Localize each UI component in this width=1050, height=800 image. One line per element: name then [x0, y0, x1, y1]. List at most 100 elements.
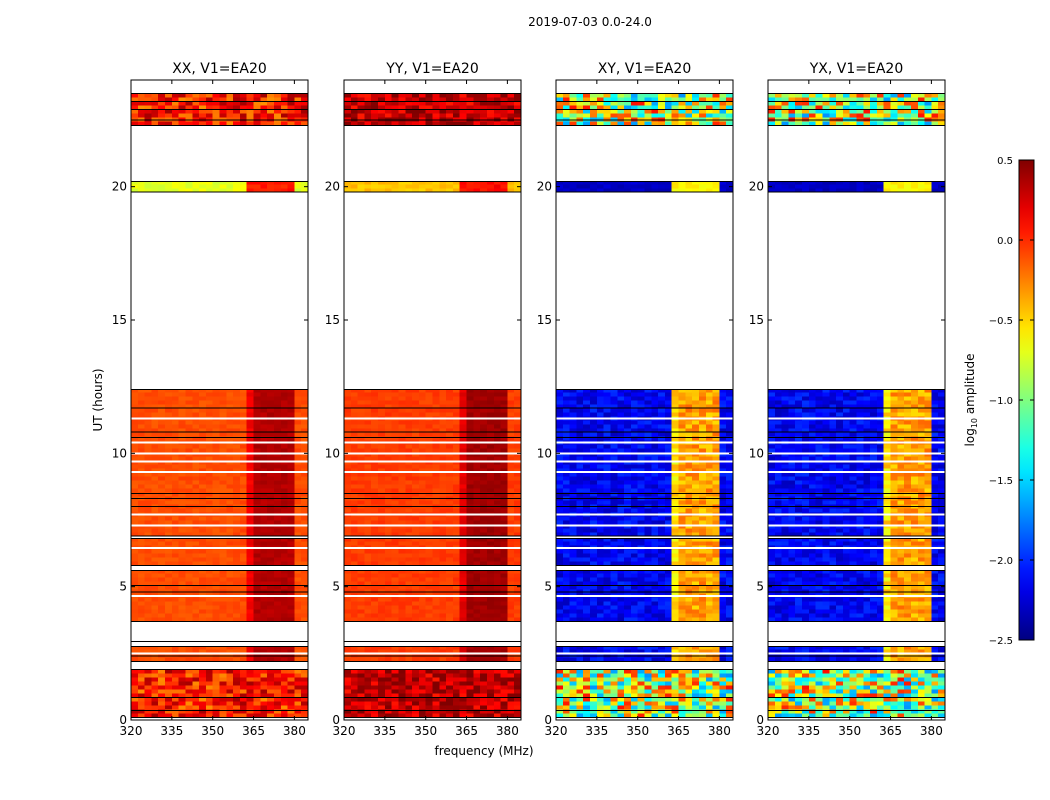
heatmap-cell — [391, 93, 399, 98]
heatmap-cell — [378, 424, 386, 429]
heatmap-cell — [466, 705, 474, 710]
heatmap-cell — [583, 701, 591, 706]
heatmap-cell — [562, 713, 571, 718]
heatmap-cell — [507, 617, 515, 622]
heatmap-cell — [185, 520, 193, 525]
heatmap-cell — [439, 392, 447, 397]
heatmap-cell — [500, 705, 508, 710]
heatmap-cell — [165, 432, 173, 437]
heatmap-cell — [137, 400, 146, 405]
heatmap-cell — [610, 701, 618, 706]
heatmap-cell — [144, 613, 152, 618]
heatmap-cell — [137, 581, 146, 586]
heatmap-cell — [418, 389, 427, 393]
heatmap-cell — [425, 609, 433, 614]
heatmap-cell — [260, 181, 268, 185]
heatmap-cell — [480, 389, 488, 393]
heatmap-cell — [480, 538, 488, 542]
heatmap-cell — [137, 649, 146, 654]
heatmap-cell — [171, 476, 180, 481]
heatmap-cell — [418, 476, 427, 481]
heatmap-cell — [500, 516, 508, 521]
heatmap-cell — [151, 476, 159, 481]
heatmap-cell — [165, 412, 173, 417]
heatmap-cell — [500, 109, 508, 114]
y-tick-label: 10 — [112, 446, 127, 460]
heatmap-cell — [280, 404, 288, 409]
heatmap-cell — [712, 677, 720, 682]
heatmap-cell — [199, 500, 207, 505]
heatmap-cell — [301, 392, 309, 397]
heatmap-cell — [439, 585, 447, 590]
heatmap-cell — [239, 472, 248, 477]
heatmap-cell — [301, 113, 309, 118]
heatmap-cell — [294, 424, 302, 429]
heatmap-cell — [158, 597, 166, 602]
heatmap-cell — [344, 577, 352, 582]
heatmap-cell — [137, 428, 146, 433]
heatmap-cell — [165, 577, 173, 582]
heatmap-cell — [685, 697, 693, 702]
heatmap-cell — [357, 528, 365, 533]
heatmap-cell — [439, 412, 447, 417]
heatmap-cell — [412, 105, 420, 110]
heatmap-cell — [144, 669, 152, 674]
heatmap-cell — [199, 472, 207, 477]
heatmap-cell — [391, 396, 399, 401]
heatmap-cell — [357, 488, 365, 493]
heatmap-cell — [239, 681, 248, 686]
heatmap-cell — [219, 669, 227, 674]
heatmap-cell — [205, 601, 214, 606]
heatmap-cell — [239, 484, 248, 489]
heatmap-cell — [425, 428, 433, 433]
heatmap-cell — [459, 605, 467, 610]
heatmap-cell — [439, 609, 447, 614]
heatmap-cell — [212, 105, 220, 110]
heatmap-cell — [637, 649, 645, 654]
heatmap-cell — [439, 109, 447, 114]
heatmap-cell — [171, 516, 180, 521]
heatmap-cell — [192, 557, 200, 562]
heatmap-cell — [617, 693, 625, 698]
heatmap-cell — [280, 516, 288, 521]
heatmap-cell — [425, 392, 433, 397]
heatmap-cell — [212, 705, 220, 710]
heatmap-cell — [350, 468, 359, 473]
heatmap-cell — [212, 689, 220, 694]
heatmap-cell — [131, 448, 139, 453]
heatmap-cell — [371, 121, 379, 126]
heatmap-cell — [273, 181, 282, 185]
heatmap-cell — [480, 613, 488, 618]
heatmap-cell — [246, 609, 254, 614]
heatmap-cell — [280, 448, 288, 453]
heatmap-cell — [294, 597, 302, 602]
heatmap-cell — [480, 617, 488, 622]
heatmap-cell — [212, 573, 220, 578]
heatmap-cell — [219, 389, 227, 393]
heatmap-cell — [357, 705, 365, 710]
heatmap-cell — [144, 121, 152, 126]
heatmap-cell — [178, 561, 186, 566]
heatmap-cell — [253, 528, 261, 533]
heatmap-cell — [493, 689, 501, 694]
heatmap-cell — [233, 500, 241, 505]
heatmap-cell — [171, 669, 180, 674]
heatmap-cell — [199, 713, 207, 718]
heatmap-cell — [280, 121, 288, 126]
heatmap-cell — [205, 476, 214, 481]
heatmap-cell — [239, 585, 248, 590]
heatmap-cell — [658, 681, 666, 686]
heatmap-cell — [253, 585, 261, 590]
heatmap-cell — [671, 677, 679, 682]
heatmap-cell — [473, 609, 481, 614]
heatmap-cell — [294, 392, 302, 397]
heatmap-cell — [391, 709, 399, 714]
heatmap-cell — [466, 184, 474, 189]
heatmap-cell — [556, 673, 564, 678]
heatmap-cell — [459, 392, 467, 397]
heatmap-cell — [151, 456, 159, 461]
heatmap-cell — [158, 646, 166, 650]
heatmap-cell — [239, 101, 248, 106]
heatmap-cell — [239, 428, 248, 433]
heatmap-cell — [294, 101, 302, 106]
